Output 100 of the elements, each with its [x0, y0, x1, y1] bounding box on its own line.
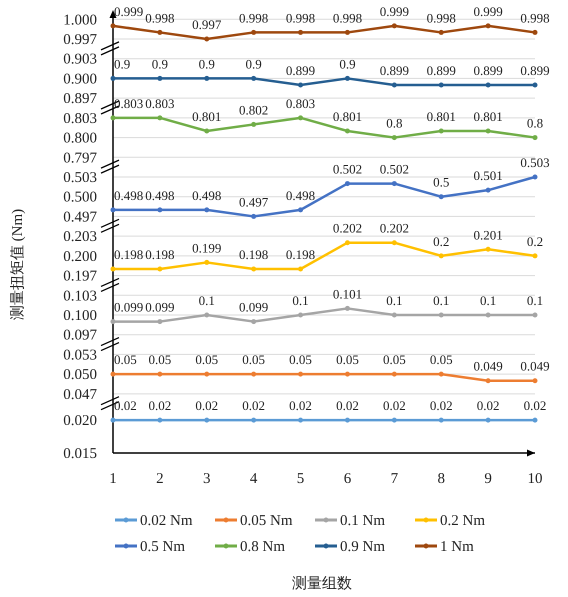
data-label: 0.998	[239, 10, 268, 26]
data-label: 0.05	[242, 352, 266, 368]
point	[157, 319, 162, 324]
data-label: 0.101	[332, 286, 362, 302]
data-label: 0.899	[380, 63, 409, 78]
data-label: 0.02	[336, 398, 359, 414]
point	[251, 266, 256, 272]
x-tick-label: 5	[296, 471, 304, 487]
data-label: 0.1	[480, 293, 496, 308]
data-label: 0.9	[152, 56, 168, 72]
data-label: 0.502	[332, 162, 362, 177]
point	[298, 266, 304, 272]
y-tick-label: 0.897	[63, 91, 98, 108]
data-label: 0.998	[520, 10, 550, 26]
data-label: 0.049	[520, 358, 550, 374]
data-label: 0.803	[114, 96, 144, 111]
point	[392, 240, 397, 246]
legend-label: 1 Nm	[440, 539, 474, 555]
data-label: 0.05	[430, 352, 453, 368]
data-label: 0.201	[473, 227, 503, 242]
data-label: 0.1	[386, 293, 402, 308]
data-label: 0.198	[114, 247, 144, 262]
data-label: 0.998	[426, 10, 456, 26]
point	[344, 128, 350, 134]
point	[110, 115, 116, 120]
y-tick-label: 0.103	[63, 288, 97, 304]
point	[486, 23, 491, 28]
point	[486, 188, 491, 193]
y-tick-label: 0.015	[63, 446, 97, 462]
point	[344, 30, 350, 35]
data-label: 0.02	[430, 398, 453, 414]
x-axis-title: 测量组数	[292, 575, 352, 592]
data-label: 0.1	[198, 293, 215, 308]
point	[344, 306, 350, 311]
data-label: 0.803	[145, 96, 175, 111]
point	[298, 115, 304, 120]
y-tick-label: 0.997	[63, 32, 98, 48]
data-label: 0.899	[426, 63, 456, 78]
point	[110, 207, 116, 212]
data-label: 0.9	[114, 56, 130, 72]
point	[532, 30, 538, 35]
point	[438, 194, 444, 200]
data-label: 0.198	[286, 247, 316, 262]
data-label: 0.202	[332, 220, 362, 236]
legend-label: 0.2 Nm	[440, 513, 486, 529]
y-tick-label: 0.203	[63, 229, 97, 246]
data-label: 0.5	[433, 174, 450, 190]
point	[204, 128, 210, 134]
point	[110, 266, 116, 272]
data-label: 0.02	[195, 398, 218, 414]
data-label: 0.8	[386, 116, 402, 131]
data-label: 0.02	[476, 398, 500, 414]
y-tick-label: 0.200	[63, 248, 97, 265]
point	[486, 128, 491, 134]
point	[438, 253, 444, 258]
data-label: 0.801	[192, 109, 222, 124]
legend-label: 0.9 Nm	[340, 539, 386, 555]
data-label: 0.801	[332, 109, 362, 124]
data-label: 0.049	[473, 358, 503, 374]
point	[532, 135, 538, 140]
y-tick-label: 0.053	[63, 347, 97, 364]
y-tick-label: 0.197	[63, 268, 98, 285]
y-axis-title: 测量扭矩值 (Nm)	[9, 208, 26, 320]
point	[486, 312, 491, 318]
data-label: 0.202	[380, 220, 409, 236]
point	[532, 174, 538, 180]
data-label: 0.05	[382, 352, 406, 368]
data-label: 0.498	[114, 188, 144, 203]
data-label: 0.02	[242, 398, 266, 414]
data-label: 0.498	[286, 188, 316, 203]
data-label: 0.501	[473, 168, 503, 184]
y-tick-label: 0.903	[63, 52, 97, 68]
point	[392, 135, 397, 140]
y-tick-label: 0.050	[63, 367, 97, 384]
x-tick-label: 4	[250, 471, 258, 487]
data-label: 0.999	[473, 4, 503, 19]
point	[486, 246, 491, 252]
data-label: 0.1	[292, 293, 309, 308]
data-label: 0.05	[148, 352, 172, 368]
data-label: 0.803	[286, 96, 316, 111]
data-label: 0.899	[520, 63, 550, 78]
data-label: 0.05	[336, 352, 359, 368]
data-label: 0.998	[286, 10, 316, 26]
legend-label: 0.8 Nm	[240, 539, 286, 555]
data-label: 0.802	[239, 102, 268, 118]
data-label: 0.899	[473, 63, 503, 78]
point	[438, 312, 444, 318]
data-label: 0.198	[239, 247, 268, 262]
data-label: 0.801	[473, 109, 503, 124]
legend-label: 0.02 Nm	[140, 513, 193, 529]
legend-label: 0.1 Nm	[340, 513, 386, 529]
point	[157, 115, 162, 120]
data-label: 0.02	[382, 398, 406, 414]
x-tick-label: 9	[484, 471, 492, 487]
y-tick-label: 0.800	[63, 130, 97, 147]
point	[204, 312, 210, 318]
point	[438, 128, 444, 134]
point	[110, 319, 116, 324]
data-label: 0.05	[114, 352, 137, 368]
data-label: 0.05	[195, 352, 218, 368]
